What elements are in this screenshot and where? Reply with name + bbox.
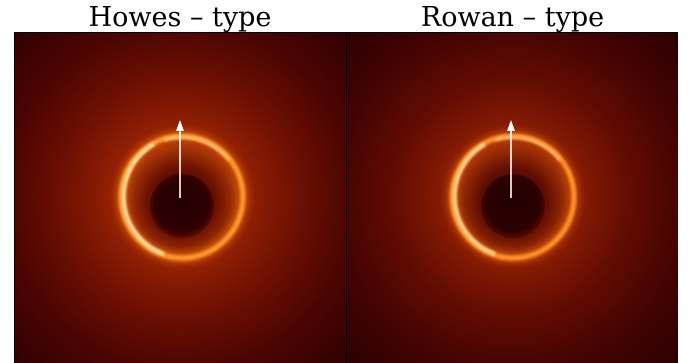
black-hole-image-howes: [14, 32, 346, 363]
up-arrow-icon: [176, 120, 184, 198]
image-panel-rowan: [347, 32, 678, 363]
panel-title-howes: Howes – type: [88, 2, 272, 33]
panel-divider: [346, 32, 347, 363]
image-panel-howes: [14, 32, 346, 363]
black-hole-image-rowan: [347, 32, 678, 363]
panel-title-rowan: Rowan – type: [420, 2, 605, 33]
up-arrow-icon: [507, 120, 515, 198]
